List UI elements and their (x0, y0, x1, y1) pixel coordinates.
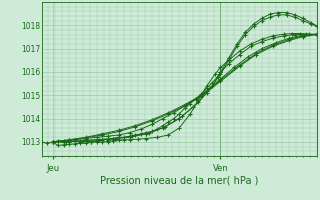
X-axis label: Pression niveau de la mer( hPa ): Pression niveau de la mer( hPa ) (100, 175, 258, 185)
